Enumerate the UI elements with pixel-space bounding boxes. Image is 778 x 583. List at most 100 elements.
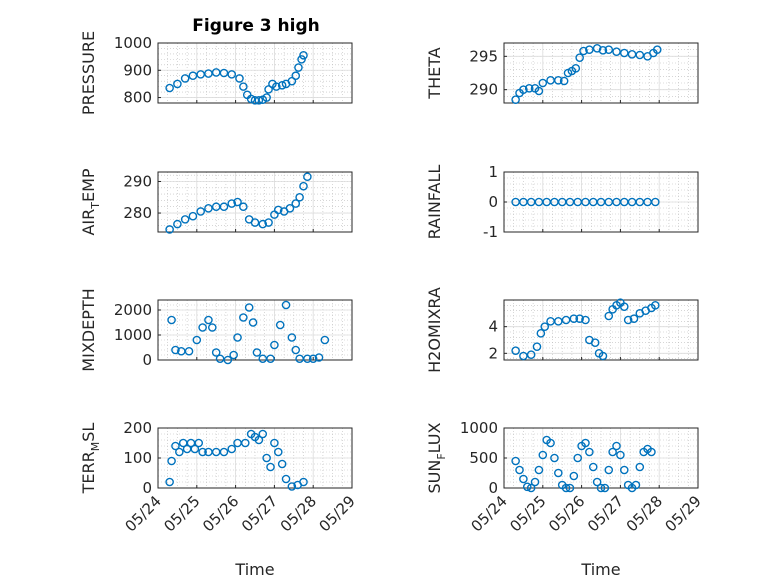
axes-box — [503, 42, 699, 104]
data-point — [320, 335, 330, 345]
data-point — [227, 199, 237, 208]
data-point — [534, 86, 544, 96]
data-point — [561, 315, 571, 325]
data-point — [211, 348, 221, 357]
data-point — [536, 329, 546, 338]
data-point — [575, 53, 584, 62]
data-point — [619, 302, 629, 311]
data-point — [246, 94, 256, 104]
data-point — [180, 215, 190, 224]
y-tick-label: 290 — [123, 172, 152, 190]
data-point — [204, 204, 213, 213]
data-point — [266, 354, 275, 364]
data-point — [538, 78, 548, 88]
data-point — [165, 83, 174, 93]
data-point — [287, 333, 297, 342]
data-point — [277, 459, 287, 469]
data-point — [204, 69, 213, 78]
y-axis-label: PRESSURE — [79, 31, 98, 115]
data-point — [573, 453, 583, 463]
data-point — [526, 483, 536, 493]
y-tick-label: 1 — [488, 163, 498, 181]
data-point — [511, 346, 520, 355]
y-tick-label: 0 — [488, 479, 498, 497]
y-tick-label: 0 — [142, 351, 152, 369]
data-point — [652, 45, 662, 54]
y-tick-label: 295 — [469, 47, 498, 65]
data-point — [192, 335, 202, 345]
data-point — [287, 76, 297, 86]
data-point — [171, 345, 180, 355]
data-point — [511, 95, 520, 104]
axes-box — [157, 299, 353, 361]
data-point — [588, 462, 598, 472]
data-point — [526, 350, 536, 359]
x-tick-label: 05/26 — [545, 492, 588, 535]
y-tick-label: 0 — [488, 193, 498, 211]
data-point — [262, 93, 271, 102]
data-point — [173, 79, 182, 89]
data-point — [291, 199, 301, 208]
y-tick-label: 1000 — [460, 419, 498, 437]
y-tick-label: 280 — [123, 204, 152, 222]
data-point — [596, 483, 606, 493]
data-point — [569, 471, 579, 481]
data-point — [254, 435, 264, 445]
data-point — [623, 315, 633, 325]
y-axis-label: AIRTEMP — [79, 168, 102, 235]
data-point — [252, 348, 262, 357]
data-point — [198, 323, 207, 332]
data-point — [540, 322, 550, 331]
data-point — [561, 483, 571, 493]
data-point — [550, 453, 559, 463]
data-point — [534, 465, 544, 475]
data-point — [215, 354, 225, 364]
subplot-2: 290 295 THETA — [425, 42, 699, 104]
data-point — [571, 64, 581, 73]
data-point — [264, 85, 273, 94]
data-point — [275, 320, 285, 330]
data-point — [239, 313, 248, 322]
y-tick-label: 200 — [123, 419, 152, 437]
y-axis-label: SUNFLUX — [425, 422, 448, 493]
data-point — [604, 45, 614, 54]
data-point — [511, 456, 520, 466]
data-point — [240, 438, 250, 448]
y-tick-label: 100 — [123, 449, 152, 467]
y-tick-label: 290 — [469, 81, 498, 99]
data-point — [258, 429, 268, 439]
data-point — [598, 351, 608, 361]
data-point — [233, 197, 242, 207]
subplot-6: 2 4 H2OMIXRA — [425, 287, 699, 373]
subplot-3: 280 290 AIRTEMP — [79, 168, 353, 236]
data-point — [173, 219, 182, 229]
data-point — [239, 82, 248, 91]
data-point — [600, 483, 610, 493]
y-tick-label: 2 — [488, 344, 498, 362]
x-tick-label: 05/27 — [238, 492, 281, 535]
figure-title: Figure 3 high — [192, 16, 320, 36]
data-point — [585, 45, 594, 54]
data-point — [581, 315, 590, 325]
data-point — [524, 84, 534, 93]
data-point — [308, 354, 318, 364]
data-point — [585, 447, 594, 457]
data-point — [303, 354, 312, 364]
data-point — [272, 82, 281, 91]
data-point — [294, 63, 303, 72]
data-point — [184, 346, 194, 356]
data-point — [227, 70, 237, 79]
y-axis-label: TERRMSL — [79, 423, 102, 495]
data-point — [299, 477, 308, 487]
data-point — [270, 340, 279, 350]
data-point — [629, 314, 639, 323]
data-point — [239, 202, 248, 212]
data-point — [604, 311, 614, 321]
y-axis-label: THETA — [425, 47, 444, 99]
data-point — [619, 465, 629, 475]
x-tick-label: 05/29 — [662, 492, 705, 535]
data-point — [612, 441, 621, 451]
data-point — [266, 462, 275, 472]
